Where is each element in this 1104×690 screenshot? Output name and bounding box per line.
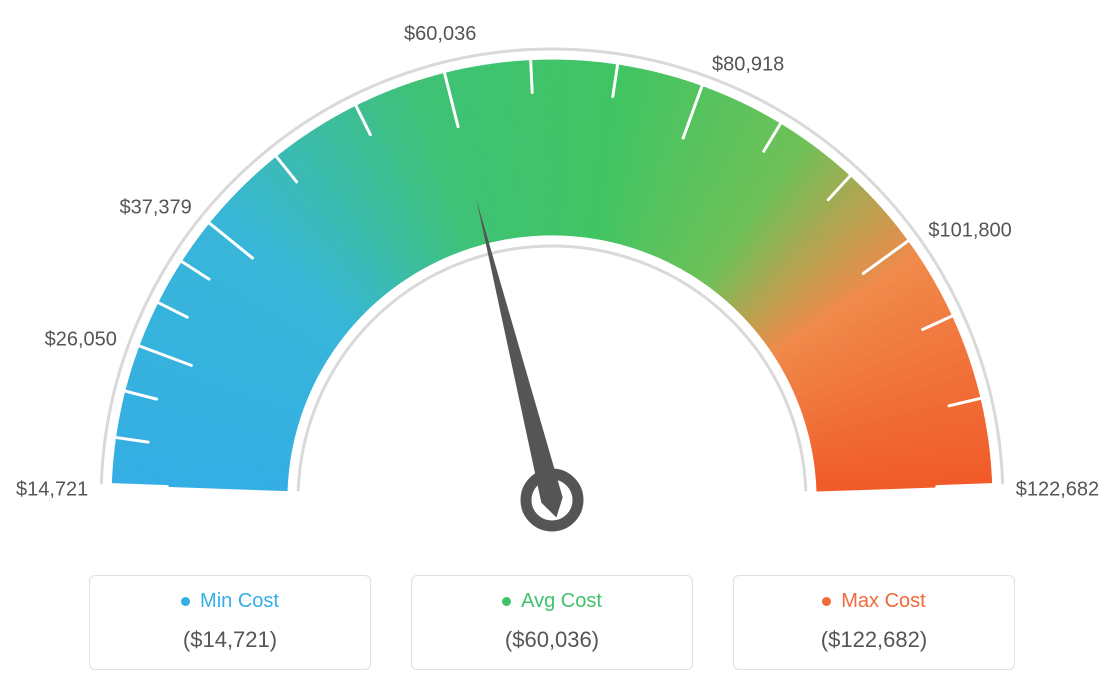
gauge-tick-label: $80,918 — [712, 54, 784, 77]
legend-row: Min Cost ($14,721) Avg Cost ($60,036) Ma… — [0, 575, 1104, 670]
legend-max-title: Max Cost — [822, 590, 925, 613]
legend-avg-title: Avg Cost — [502, 590, 602, 613]
legend-avg-box: Avg Cost ($60,036) — [411, 575, 693, 670]
gauge-tick-label: $14,721 — [16, 479, 88, 502]
gauge-tick-label: $101,800 — [928, 219, 1011, 242]
legend-avg-dot-icon — [502, 597, 511, 606]
legend-avg-value: ($60,036) — [412, 627, 692, 653]
cost-gauge-container: $14,721 $26,050 $37,379 $60,036 $80,918 $101,… — [0, 0, 1104, 690]
gauge-tick-label: $26,050 — [45, 328, 117, 351]
legend-max-box: Max Cost ($122,682) — [733, 575, 1015, 670]
gauge-tick-label: $37,379 — [119, 197, 191, 220]
legend-max-dot-icon — [822, 597, 831, 606]
legend-min-label: Min Cost — [200, 590, 279, 613]
gauge-tick-label: $122,682 — [1016, 479, 1099, 502]
legend-min-box: Min Cost ($14,721) — [89, 575, 371, 670]
legend-min-title: Min Cost — [181, 590, 279, 613]
legend-max-label: Max Cost — [841, 590, 925, 613]
legend-min-value: ($14,721) — [90, 627, 370, 653]
legend-max-value: ($122,682) — [734, 627, 1014, 653]
gauge-tick-label: $60,036 — [404, 23, 476, 46]
gauge-chart — [0, 0, 1104, 560]
legend-avg-label: Avg Cost — [521, 590, 602, 613]
legend-min-dot-icon — [181, 597, 190, 606]
